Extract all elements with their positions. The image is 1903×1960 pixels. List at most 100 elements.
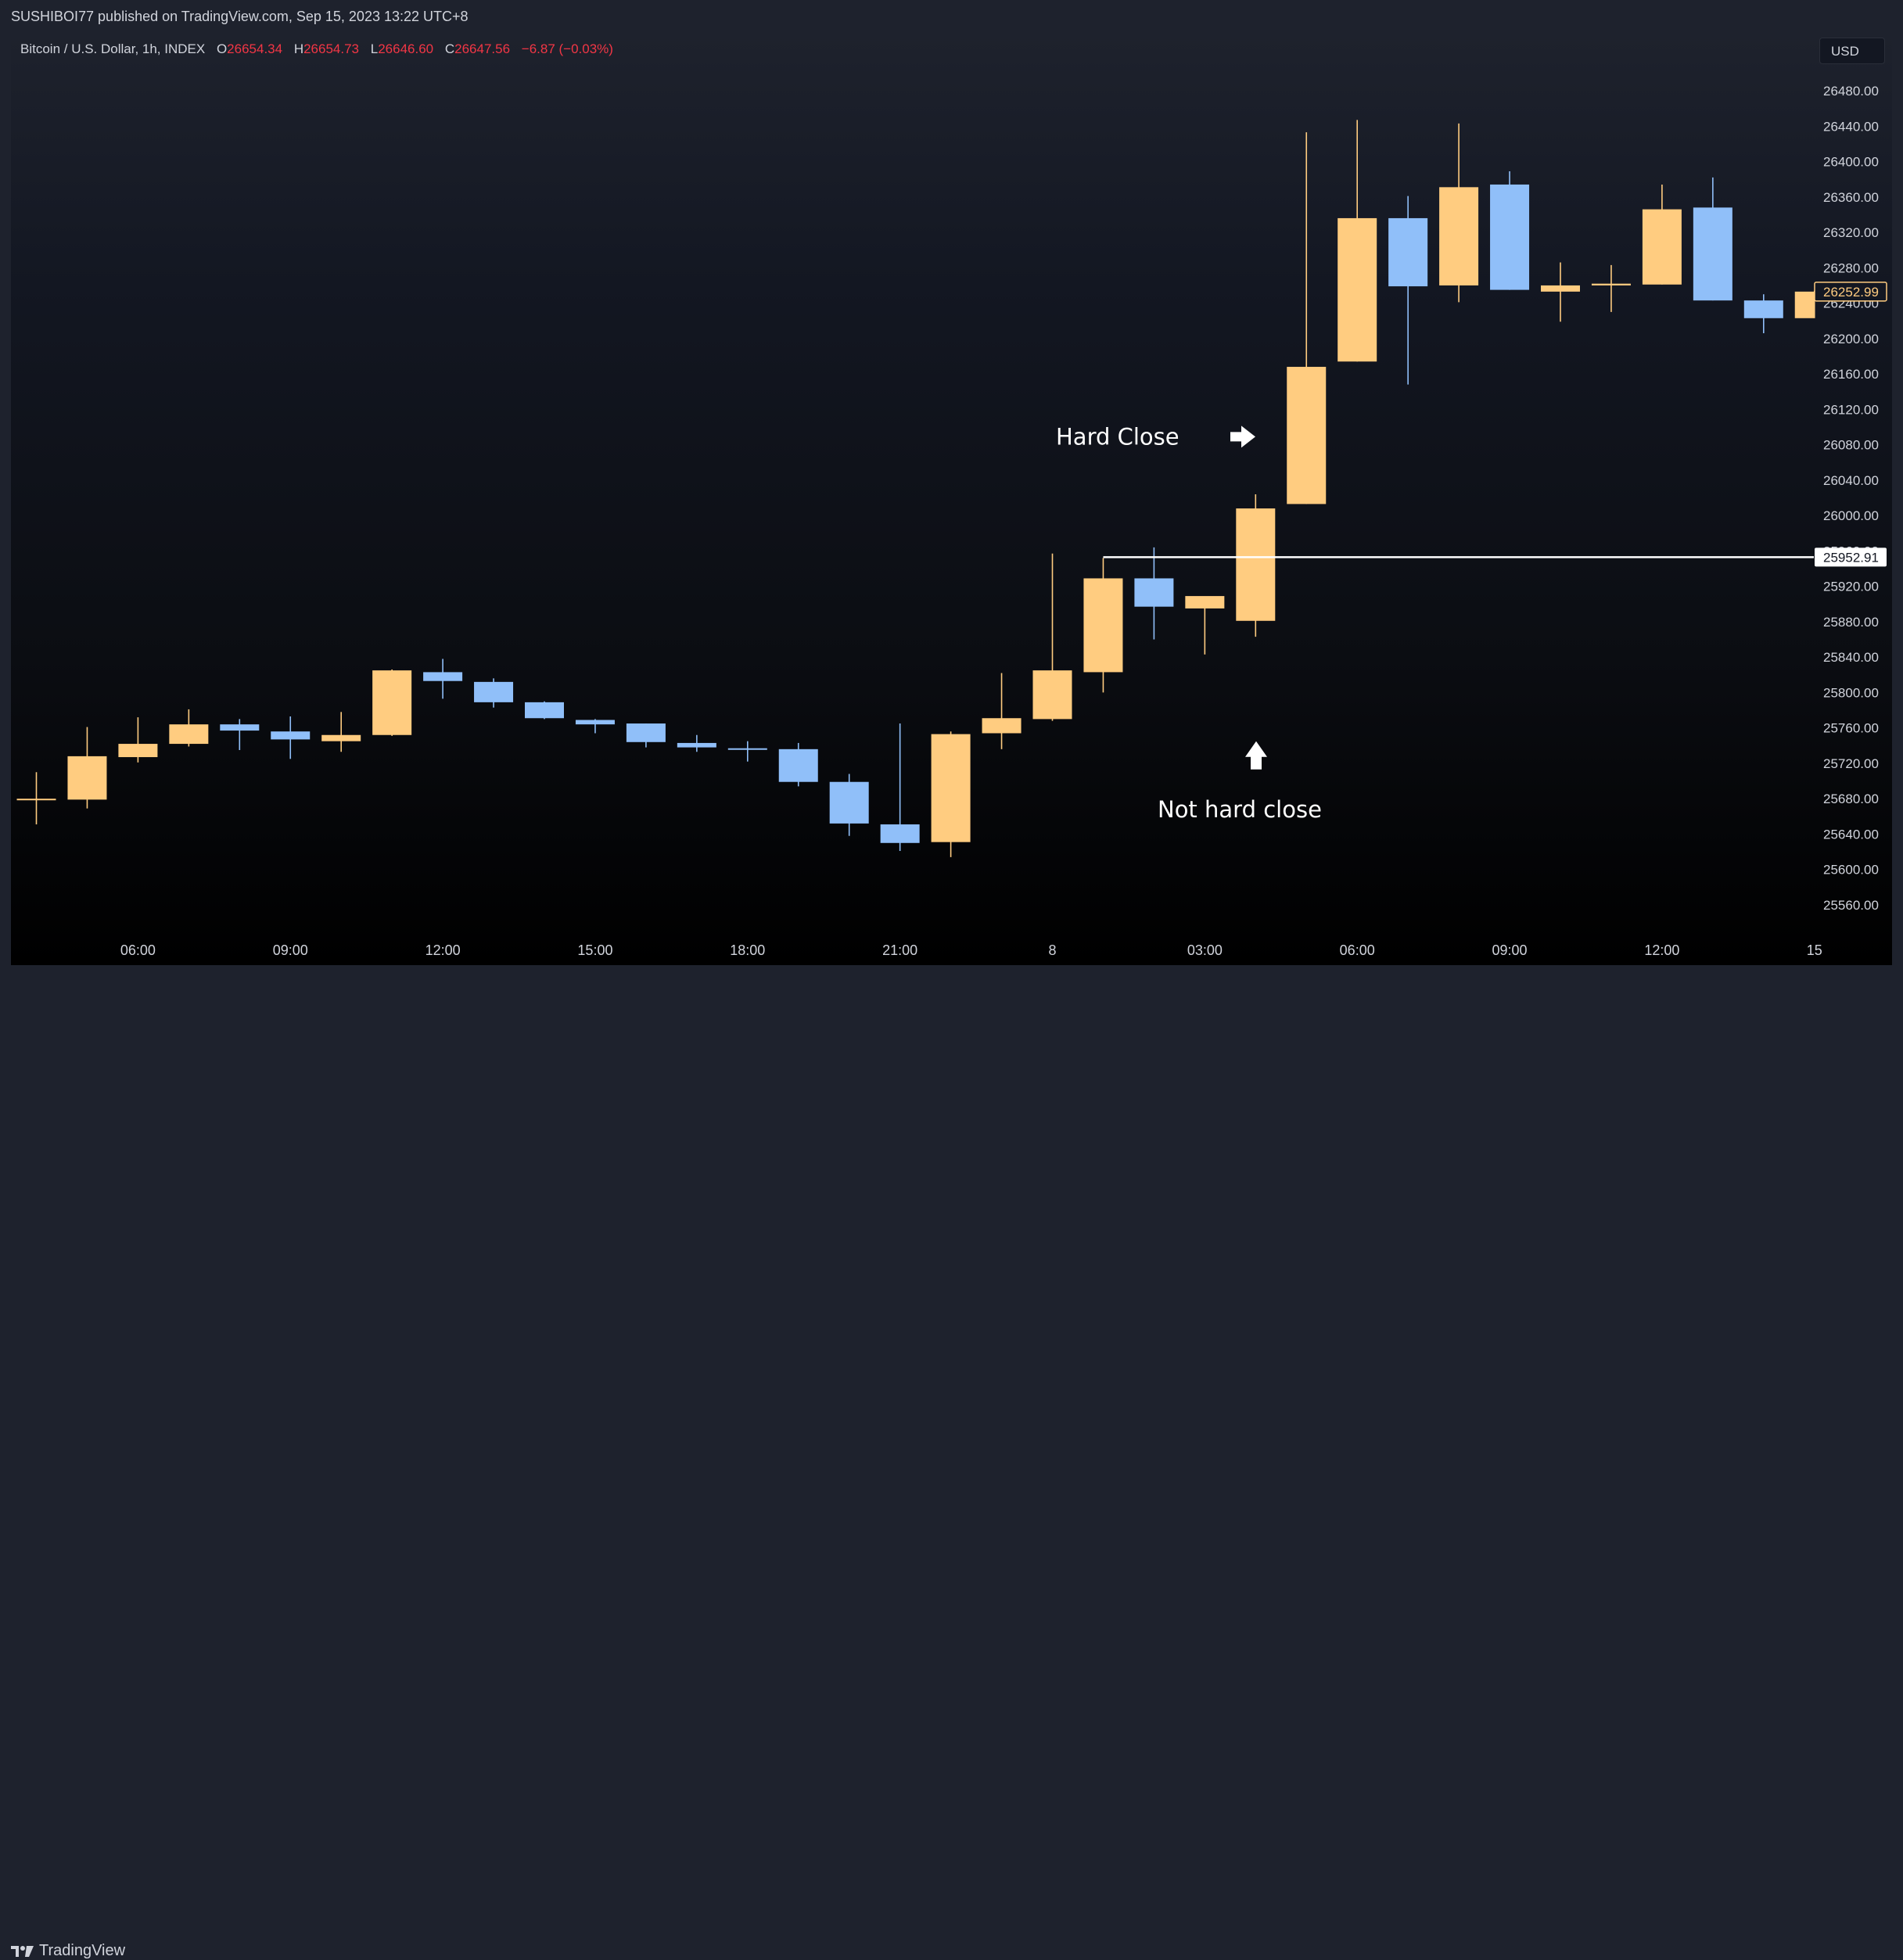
y-tick-label: 25840.00 xyxy=(1823,650,1879,665)
candle xyxy=(677,734,716,752)
candle xyxy=(1388,196,1428,385)
candle-body xyxy=(1693,207,1732,301)
candle xyxy=(1236,494,1276,637)
x-tick-label: 12:00 xyxy=(425,942,461,958)
candlestick-chart[interactable]: Hard Close Not hard close 26480.00 26440.0… xyxy=(0,0,1903,965)
candle xyxy=(474,678,514,708)
candle-body xyxy=(321,734,361,741)
symbol-legend: Bitcoin / U.S. Dollar, 1h, INDEX O26654.… xyxy=(20,41,613,57)
y-tick-label: 26040.00 xyxy=(1823,473,1879,488)
candle xyxy=(1032,553,1072,721)
candle xyxy=(1185,596,1225,655)
candle-body xyxy=(1439,187,1479,285)
candle-body xyxy=(1743,300,1783,318)
candle xyxy=(982,673,1022,749)
y-tick-label: 26200.00 xyxy=(1823,332,1879,346)
candle-body xyxy=(1591,283,1631,285)
currency-button[interactable]: USD xyxy=(1819,38,1885,64)
candles-layer xyxy=(16,120,1815,857)
y-tick-label: 26400.00 xyxy=(1823,155,1879,170)
candle xyxy=(321,712,361,752)
tradingview-logo-icon[interactable] xyxy=(11,1944,34,1959)
candle-body xyxy=(1032,670,1072,720)
candle xyxy=(1490,171,1530,290)
candle xyxy=(880,723,920,851)
arrow-up-icon xyxy=(1245,741,1267,770)
candle xyxy=(1693,177,1732,301)
time-axis: 06:00 09:00 12:00 15:00 18:00 21:00 8 03:00 06:0… xyxy=(120,942,1822,958)
candle-body xyxy=(778,748,818,782)
candle-body xyxy=(1541,285,1580,292)
candle-body xyxy=(1388,217,1428,287)
candle-body xyxy=(727,748,767,750)
candle xyxy=(1591,264,1631,312)
candle-body xyxy=(525,702,564,719)
x-tick-label: 15:00 xyxy=(577,942,612,958)
candle-body xyxy=(118,744,158,758)
x-tick-label: 09:00 xyxy=(273,942,308,958)
candle xyxy=(220,719,260,750)
candle xyxy=(829,774,869,836)
low-value: 26646.60 xyxy=(378,41,434,56)
candle xyxy=(931,731,971,857)
candle xyxy=(1287,132,1327,504)
annotation-not-hard-close: Not hard close xyxy=(1158,796,1322,823)
candle-body xyxy=(474,681,514,702)
close-value: 26647.56 xyxy=(454,41,511,56)
candle-body xyxy=(982,718,1022,734)
publisher-line: SUSHIBOI77 published on TradingView.com,… xyxy=(11,9,469,24)
candle-body xyxy=(271,731,311,740)
open-label: O xyxy=(216,41,228,56)
candle-body xyxy=(677,742,716,748)
candle xyxy=(1541,262,1580,322)
x-tick-label: 09:00 xyxy=(1492,942,1528,958)
candle xyxy=(1439,123,1479,303)
y-tick-label: 25640.00 xyxy=(1823,827,1879,842)
candle xyxy=(67,727,107,809)
open-value: 26654.34 xyxy=(227,41,283,56)
candle xyxy=(727,741,767,762)
high-label: H xyxy=(293,41,304,56)
change-value: −6.87 (−0.03%) xyxy=(521,41,613,56)
candle-body xyxy=(1794,291,1814,318)
last-price-label: 26252.99 xyxy=(1823,285,1879,300)
candle-body xyxy=(1337,217,1377,362)
annotation-hard-close: Hard Close xyxy=(1056,423,1180,450)
candle xyxy=(626,723,666,748)
candle-body xyxy=(1134,578,1174,607)
candle-body xyxy=(220,724,260,731)
y-tick-label: 26320.00 xyxy=(1823,225,1879,240)
candle xyxy=(1134,547,1174,640)
y-tick-label: 26080.00 xyxy=(1823,438,1879,453)
y-tick-label: 25800.00 xyxy=(1823,685,1879,700)
symbol-name[interactable]: Bitcoin / U.S. Dollar, 1h, INDEX xyxy=(20,41,206,56)
candle-body xyxy=(829,781,869,824)
x-tick-label: 15 xyxy=(1807,942,1822,958)
tradingview-brand[interactable]: TradingView xyxy=(39,1942,126,1959)
candle-body xyxy=(931,734,971,842)
candle-body xyxy=(372,670,412,735)
x-tick-label: 8 xyxy=(1048,942,1056,958)
y-tick-label: 25680.00 xyxy=(1823,792,1879,806)
y-tick-label: 26280.00 xyxy=(1823,260,1879,275)
candle-body xyxy=(67,756,107,800)
candle-body xyxy=(1083,578,1123,673)
candle xyxy=(1794,290,1815,318)
candle-body xyxy=(626,723,666,742)
y-tick-label: 26360.00 xyxy=(1823,190,1879,205)
annotations-layer: Hard Close Not hard close xyxy=(1056,423,1322,822)
y-tick-label: 26000.00 xyxy=(1823,508,1879,523)
line-price-label: 25952.91 xyxy=(1823,550,1879,565)
y-tick-label: 25720.00 xyxy=(1823,756,1879,771)
high-value: 26654.73 xyxy=(303,41,359,56)
candle-body xyxy=(1236,508,1276,621)
line-price-badge xyxy=(1815,547,1887,567)
y-tick-label: 25920.00 xyxy=(1823,580,1879,594)
candle-body xyxy=(1185,596,1225,608)
price-axis: 26480.00 26440.00 26400.00 26360.00 26320.00… xyxy=(1823,84,1879,913)
y-tick-label: 25760.00 xyxy=(1823,721,1879,736)
candle xyxy=(372,669,412,736)
candle-body xyxy=(1490,184,1530,290)
candle xyxy=(271,716,311,759)
candle-body xyxy=(575,720,615,725)
